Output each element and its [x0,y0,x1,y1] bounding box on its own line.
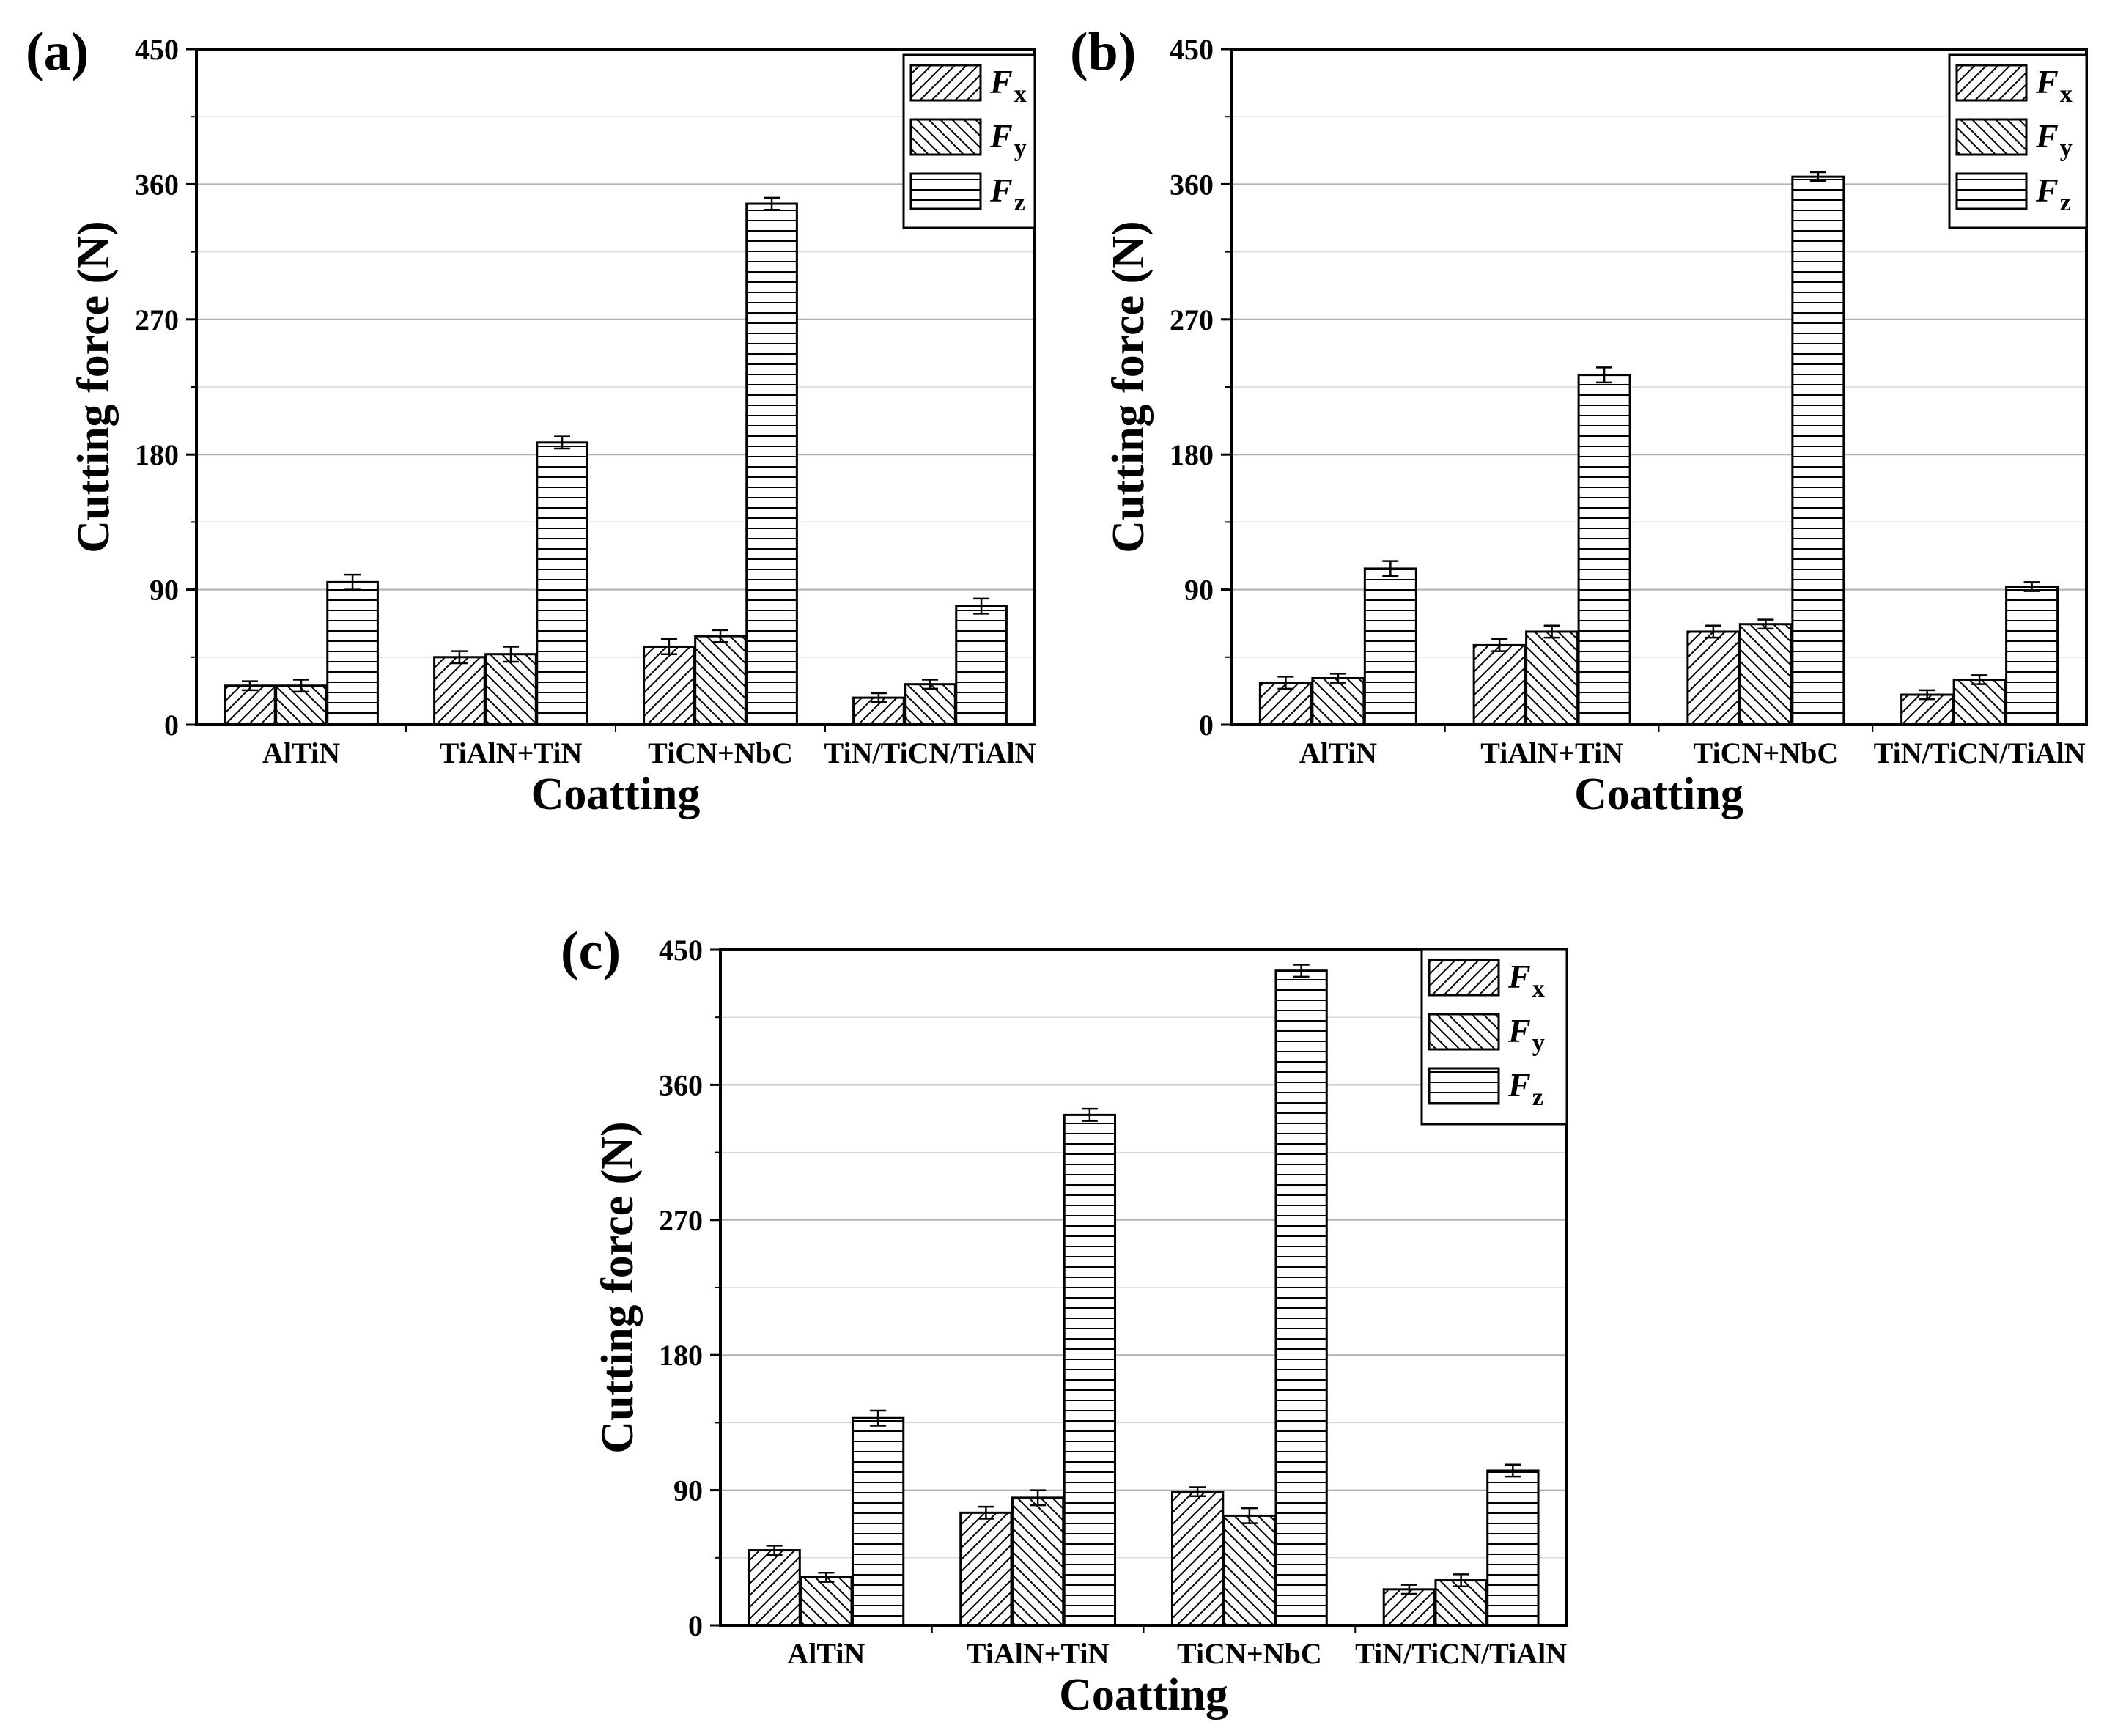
y-axis-title: Cutting force (N) [593,1121,643,1453]
bar-Fx-TiCN+NbC [1170,1491,1225,1627]
bar-Fz-TiCN+NbC [1791,175,1845,726]
category-label: TiAlN+TiN [967,1637,1110,1670]
bar-Fx-AlTiN [748,1549,801,1627]
bar-Fx-AlTiN [224,684,276,726]
legend-subscript: y [1014,135,1027,162]
legend-swatch-Fz [909,172,982,210]
y-tick-label: 450 [659,934,703,967]
y-tick-label: 90 [150,574,179,607]
category-label: AlTiN [1299,736,1377,769]
legend-subscript: x [1014,81,1027,108]
y-tick-label: 360 [135,168,179,201]
legend-subscript: y [1532,1030,1545,1057]
bar-Fx-TiAlN+TiN [433,656,486,726]
legend-subscript: z [2060,189,2071,216]
bar-Fz-TiAlN+TiN [536,441,588,726]
legend-swatch-Fy [1955,118,2028,156]
category-label: TiAlN+TiN [440,736,583,769]
y-tick-label: 0 [1199,709,1214,742]
bar-Fz-TiN/TiCN/TiAlN [955,605,1008,726]
x-axis-title: Coatting [531,769,701,819]
y-tick-label: 180 [135,438,179,471]
y-tick-label: 0 [688,1609,703,1642]
y-tick-label: 360 [1170,168,1214,201]
bar-Fx-TiCN+NbC [1686,630,1741,726]
panel-label: (b) [1070,22,1136,82]
bar-Fz-AlTiN [851,1416,905,1627]
legend-subscript: x [1532,975,1545,1002]
legend-swatch-Fz [1428,1067,1500,1105]
y-axis-title: Cutting force (N) [1104,221,1154,553]
legend-subscript: z [1532,1084,1543,1111]
bar-Fz-TiCN+NbC [1274,969,1328,1627]
panel-label: (a) [26,22,89,82]
chart-panel-c: AlTiN TiAlN+TiN TiCN+NbC TiN/TiCN/TiAlN 0 90 1… [561,921,1568,1720]
bar-Fz-TiN/TiCN/TiAlN [1486,1469,1540,1627]
bar-Fy-TiAlN+TiN [1011,1496,1065,1627]
bar-Fx-TiCN+NbC [643,645,695,726]
category-label: TiCN+NbC [1177,1637,1322,1670]
bar-Fz-AlTiN [1363,567,1417,726]
legend-label-Fy: Fy [989,117,1027,162]
x-axis-title: Coatting [1574,769,1743,819]
legend-subscript: x [2060,81,2073,108]
y-tick-label: 450 [135,33,179,66]
bar-Fz-TiAlN+TiN [1577,374,1631,726]
bar-Fy-AlTiN [1311,676,1365,726]
category-label: TiN/TiCN/TiAlN [1355,1637,1567,1670]
category-label: TiCN+NbC [648,736,793,769]
category-label: TiN/TiCN/TiAlN [1874,736,2086,769]
x-axis-title: Coatting [1059,1670,1228,1720]
category-label: AlTiN [787,1637,865,1670]
bar-Fz-TiCN+NbC [745,202,798,726]
legend-swatch-Fy [909,118,982,156]
bar-Fy-TiCN+NbC [1738,623,1793,726]
legend-swatch-Fx [1428,959,1500,997]
bar-Fy-AlTiN [800,1576,853,1627]
y-tick-label: 90 [673,1474,703,1507]
legend-swatch-Fz [1955,172,2028,210]
bar-Fz-TiAlN+TiN [1063,1113,1117,1627]
category-label: TiCN+NbC [1694,736,1839,769]
y-axis-title: Cutting force (N) [69,221,119,553]
legend-swatch-Fx [1955,64,2028,102]
y-tick-label: 270 [1170,303,1214,336]
bar-Fx-TiAlN+TiN [1472,643,1527,726]
y-tick-label: 450 [1170,33,1214,66]
category-label: TiAlN+TiN [1480,736,1623,769]
bar-Fy-TiCN+NbC [694,635,747,726]
y-tick-label: 270 [659,1204,703,1237]
category-label: TiN/TiCN/TiAlN [824,736,1036,769]
legend-subscript: z [1014,189,1025,216]
legend-subscript: y [2060,135,2073,162]
legend-label-Fy: Fy [1507,1012,1545,1057]
bar-Fz-AlTiN [326,580,379,726]
category-label: AlTiN [262,736,340,769]
y-tick-label: 180 [1170,438,1214,471]
bar-Fy-TiCN+NbC [1222,1514,1277,1627]
chart-panel-b: AlTiN TiAlN+TiN TiCN+NbC TiN/TiCN/TiAlN 0 90 1… [1070,22,2088,819]
bar-Fy-TiAlN+TiN [484,653,537,726]
bar-Fz-TiN/TiCN/TiAlN [2005,586,2059,726]
y-tick-label: 0 [164,709,179,742]
panel-label: (c) [561,921,621,981]
legend-label-Fy: Fy [2035,117,2073,162]
bar-Fy-TiN/TiCN/TiAlN [1952,679,2007,726]
bar-Fy-TiN/TiCN/TiAlN [1434,1579,1488,1627]
y-tick-label: 270 [135,303,179,336]
y-tick-label: 180 [659,1339,703,1372]
legend-swatch-Fx [909,64,982,102]
bar-Fy-TiN/TiCN/TiAlN [904,683,956,726]
y-tick-label: 360 [659,1068,703,1101]
legend-swatch-Fy [1428,1013,1500,1051]
y-tick-label: 90 [1184,574,1214,607]
bar-Fy-TiAlN+TiN [1525,630,1579,726]
chart-panel-a: AlTiN TiAlN+TiN TiCN+NbC TiN/TiCN/TiAlN 0 90 1… [26,22,1036,819]
bar-Fx-TiAlN+TiN [959,1511,1013,1627]
